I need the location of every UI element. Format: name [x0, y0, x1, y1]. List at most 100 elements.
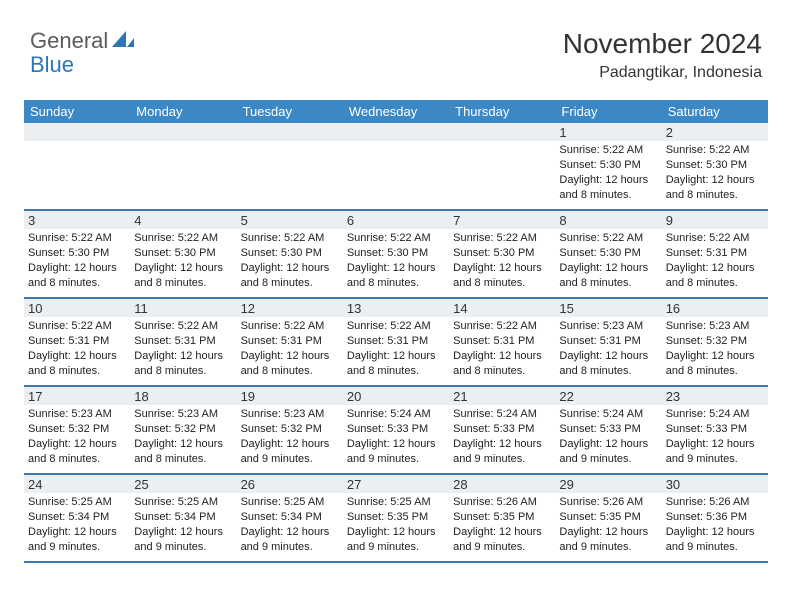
- day-number: 3: [24, 211, 130, 229]
- day-cell: 4Sunrise: 5:22 AMSunset: 5:30 PMDaylight…: [130, 211, 236, 297]
- daylight-text: Daylight: 12 hours and 8 minutes.: [453, 349, 551, 379]
- sunrise-text: Sunrise: 5:25 AM: [241, 495, 339, 510]
- day-cell: 2Sunrise: 5:22 AMSunset: 5:30 PMDaylight…: [662, 123, 768, 209]
- day-detail: Sunrise: 5:22 AMSunset: 5:30 PMDaylight:…: [130, 229, 236, 294]
- sunset-text: Sunset: 5:33 PM: [666, 422, 764, 437]
- daylight-text: Daylight: 12 hours and 9 minutes.: [347, 525, 445, 555]
- day-number: 25: [130, 475, 236, 493]
- sunrise-text: Sunrise: 5:25 AM: [134, 495, 232, 510]
- day-number: 10: [24, 299, 130, 317]
- day-cell: 13Sunrise: 5:22 AMSunset: 5:31 PMDayligh…: [343, 299, 449, 385]
- sunrise-text: Sunrise: 5:22 AM: [28, 319, 126, 334]
- day-number: 29: [555, 475, 661, 493]
- sunrise-text: Sunrise: 5:22 AM: [134, 319, 232, 334]
- weekday-row: Sunday Monday Tuesday Wednesday Thursday…: [24, 100, 768, 123]
- empty-day: [24, 123, 130, 141]
- day-cell: 14Sunrise: 5:22 AMSunset: 5:31 PMDayligh…: [449, 299, 555, 385]
- daylight-text: Daylight: 12 hours and 8 minutes.: [666, 261, 764, 291]
- daylight-text: Daylight: 12 hours and 8 minutes.: [559, 173, 657, 203]
- sunset-text: Sunset: 5:32 PM: [28, 422, 126, 437]
- day-detail: Sunrise: 5:26 AMSunset: 5:36 PMDaylight:…: [662, 493, 768, 558]
- day-number: 27: [343, 475, 449, 493]
- day-number: 21: [449, 387, 555, 405]
- day-cell: 19Sunrise: 5:23 AMSunset: 5:32 PMDayligh…: [237, 387, 343, 473]
- weekday-thursday: Thursday: [449, 100, 555, 123]
- day-detail: Sunrise: 5:25 AMSunset: 5:34 PMDaylight:…: [237, 493, 343, 558]
- day-detail: Sunrise: 5:22 AMSunset: 5:30 PMDaylight:…: [343, 229, 449, 294]
- daylight-text: Daylight: 12 hours and 9 minutes.: [134, 525, 232, 555]
- day-cell: 10 Sunrise: 5:22 AMSunset: 5:31 PMDayligh…: [24, 299, 130, 385]
- day-cell: 17Sunrise: 5:23 AMSunset: 5:32 PMDayligh…: [24, 387, 130, 473]
- sunset-text: Sunset: 5:32 PM: [134, 422, 232, 437]
- sunrise-text: Sunrise: 5:22 AM: [241, 319, 339, 334]
- sunset-text: Sunset: 5:30 PM: [134, 246, 232, 261]
- sunset-text: Sunset: 5:30 PM: [241, 246, 339, 261]
- day-detail: Sunrise: 5:22 AMSunset: 5:31 PMDaylight:…: [662, 229, 768, 294]
- day-cell: 24Sunrise: 5:25 AMSunset: 5:34 PMDayligh…: [24, 475, 130, 561]
- week-row: 24Sunrise: 5:25 AMSunset: 5:34 PMDayligh…: [24, 475, 768, 563]
- daylight-text: Daylight: 12 hours and 8 minutes.: [241, 349, 339, 379]
- day-cell: 30Sunrise: 5:26 AMSunset: 5:36 PMDayligh…: [662, 475, 768, 561]
- day-cell: 7Sunrise: 5:22 AMSunset: 5:30 PMDaylight…: [449, 211, 555, 297]
- week-row: 3Sunrise: 5:22 AMSunset: 5:30 PMDaylight…: [24, 211, 768, 299]
- sunset-text: Sunset: 5:30 PM: [28, 246, 126, 261]
- sunrise-text: Sunrise: 5:24 AM: [347, 407, 445, 422]
- day-cell: [343, 123, 449, 209]
- sunset-text: Sunset: 5:30 PM: [559, 246, 657, 261]
- day-number: 5: [237, 211, 343, 229]
- sunset-text: Sunset: 5:31 PM: [241, 334, 339, 349]
- sunrise-text: Sunrise: 5:23 AM: [241, 407, 339, 422]
- day-number: 4: [130, 211, 236, 229]
- day-detail: Sunrise: 5:26 AMSunset: 5:35 PMDaylight:…: [449, 493, 555, 558]
- day-cell: 6Sunrise: 5:22 AMSunset: 5:30 PMDaylight…: [343, 211, 449, 297]
- sunset-text: Sunset: 5:35 PM: [559, 510, 657, 525]
- daylight-text: Daylight: 12 hours and 8 minutes.: [28, 349, 126, 379]
- week-row: 1Sunrise: 5:22 AMSunset: 5:30 PMDaylight…: [24, 123, 768, 211]
- day-number: 7: [449, 211, 555, 229]
- day-cell: [237, 123, 343, 209]
- daylight-text: Daylight: 12 hours and 8 minutes.: [134, 261, 232, 291]
- day-detail: Sunrise: 5:22 AMSunset: 5:31 PMDaylight:…: [449, 317, 555, 382]
- day-detail: Sunrise: 5:22 AMSunset: 5:31 PMDaylight:…: [130, 317, 236, 382]
- daylight-text: Daylight: 12 hours and 9 minutes.: [666, 525, 764, 555]
- sunset-text: Sunset: 5:31 PM: [28, 334, 126, 349]
- day-cell: 3Sunrise: 5:22 AMSunset: 5:30 PMDaylight…: [24, 211, 130, 297]
- sunrise-text: Sunrise: 5:22 AM: [559, 143, 657, 158]
- day-number: 6: [343, 211, 449, 229]
- sunset-text: Sunset: 5:34 PM: [134, 510, 232, 525]
- day-cell: 29Sunrise: 5:26 AMSunset: 5:35 PMDayligh…: [555, 475, 661, 561]
- empty-day: [343, 123, 449, 141]
- day-detail: Sunrise: 5:25 AMSunset: 5:34 PMDaylight:…: [24, 493, 130, 558]
- day-detail: Sunrise: 5:22 AMSunset: 5:30 PMDaylight:…: [237, 229, 343, 294]
- sunset-text: Sunset: 5:32 PM: [666, 334, 764, 349]
- daylight-text: Daylight: 12 hours and 9 minutes.: [241, 437, 339, 467]
- day-cell: 21Sunrise: 5:24 AMSunset: 5:33 PMDayligh…: [449, 387, 555, 473]
- day-number: 9: [662, 211, 768, 229]
- day-cell: 1Sunrise: 5:22 AMSunset: 5:30 PMDaylight…: [555, 123, 661, 209]
- daylight-text: Daylight: 12 hours and 9 minutes.: [559, 437, 657, 467]
- empty-day: [237, 123, 343, 141]
- day-cell: [130, 123, 236, 209]
- day-number: 16: [662, 299, 768, 317]
- sunrise-text: Sunrise: 5:25 AM: [28, 495, 126, 510]
- day-detail: Sunrise: 5:24 AMSunset: 5:33 PMDaylight:…: [662, 405, 768, 470]
- sunrise-text: Sunrise: 5:22 AM: [347, 231, 445, 246]
- sunset-text: Sunset: 5:31 PM: [453, 334, 551, 349]
- day-number: 30: [662, 475, 768, 493]
- logo-text-general: General: [30, 28, 108, 54]
- day-detail: Sunrise: 5:22 AMSunset: 5:30 PMDaylight:…: [24, 229, 130, 294]
- day-detail: Sunrise: 5:25 AMSunset: 5:34 PMDaylight:…: [130, 493, 236, 558]
- sunset-text: Sunset: 5:35 PM: [347, 510, 445, 525]
- daylight-text: Daylight: 12 hours and 9 minutes.: [666, 437, 764, 467]
- day-cell: 18Sunrise: 5:23 AMSunset: 5:32 PMDayligh…: [130, 387, 236, 473]
- sunrise-text: Sunrise: 5:22 AM: [453, 231, 551, 246]
- day-cell: 12Sunrise: 5:22 AMSunset: 5:31 PMDayligh…: [237, 299, 343, 385]
- daylight-text: Daylight: 12 hours and 9 minutes.: [453, 437, 551, 467]
- day-number: 2: [662, 123, 768, 141]
- day-number: 23: [662, 387, 768, 405]
- day-cell: 9Sunrise: 5:22 AMSunset: 5:31 PMDaylight…: [662, 211, 768, 297]
- day-detail: Sunrise: 5:26 AMSunset: 5:35 PMDaylight:…: [555, 493, 661, 558]
- day-cell: 8Sunrise: 5:22 AMSunset: 5:30 PMDaylight…: [555, 211, 661, 297]
- sunrise-text: Sunrise: 5:26 AM: [666, 495, 764, 510]
- day-cell: 26Sunrise: 5:25 AMSunset: 5:34 PMDayligh…: [237, 475, 343, 561]
